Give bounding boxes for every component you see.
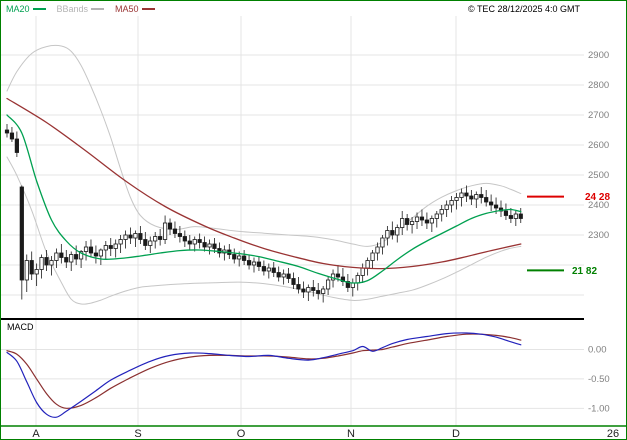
svg-text:2800: 2800 (588, 80, 609, 91)
macd-axis-labels: 0.00 -0.50 -1.00 (588, 344, 610, 414)
grid-layer (1, 16, 584, 426)
ma20-line-sample-icon (32, 8, 46, 10)
svg-text:24 28: 24 28 (585, 192, 610, 203)
svg-text:2300: 2300 (588, 230, 609, 241)
svg-text:2500: 2500 (588, 170, 609, 181)
svg-text:21 82: 21 82 (572, 266, 597, 277)
price-axis-labels: 2900 2800 2700 2600 2500 2400 2300 (588, 50, 609, 241)
copyright-text: © TEC 28/12/2025 4:0 GMT (467, 3, 580, 14)
svg-text:2400: 2400 (588, 200, 609, 211)
svg-text:-0.50: -0.50 (588, 374, 610, 385)
svg-text:-1.00: -1.00 (588, 403, 610, 414)
legend-label-ma50: MA50 (115, 3, 139, 14)
level-lines: 24 28 21 82 (527, 192, 610, 277)
x-axis-labels: A S O N D 26 (32, 428, 619, 439)
legend-label-bbands: BBands (56, 3, 89, 14)
svg-text:O: O (237, 428, 246, 439)
svg-text:26: 26 (607, 428, 619, 439)
ma50-line-sample-icon (141, 8, 155, 10)
svg-text:S: S (134, 428, 141, 439)
svg-text:A: A (32, 428, 40, 439)
svg-text:2600: 2600 (588, 140, 609, 151)
bollinger-band-lines (6, 44, 522, 305)
svg-text:0.00: 0.00 (588, 344, 607, 355)
moving-average-lines (6, 97, 522, 284)
candlestick-series (4, 124, 523, 303)
bbands-line-sample-icon (91, 8, 105, 10)
macd-lines (6, 332, 522, 418)
legend-item-bbands: BBands (57, 3, 105, 16)
svg-text:D: D (452, 428, 460, 439)
svg-text:2700: 2700 (588, 110, 609, 121)
macd-panel-label: MACD (7, 322, 34, 332)
chart-header: MA20 BBands MA50 © TEC 28/12/2025 4:0 GM… (1, 1, 626, 16)
svg-text:2900: 2900 (588, 50, 609, 61)
legend-item-ma50: MA50 (115, 3, 155, 16)
legend-item-ma20: MA20 (6, 3, 46, 16)
chart-legend: MA20 BBands MA50 (6, 3, 155, 16)
svg-text:N: N (347, 428, 355, 439)
panel-separator (1, 318, 584, 320)
legend-label-ma20: MA20 (6, 3, 30, 14)
